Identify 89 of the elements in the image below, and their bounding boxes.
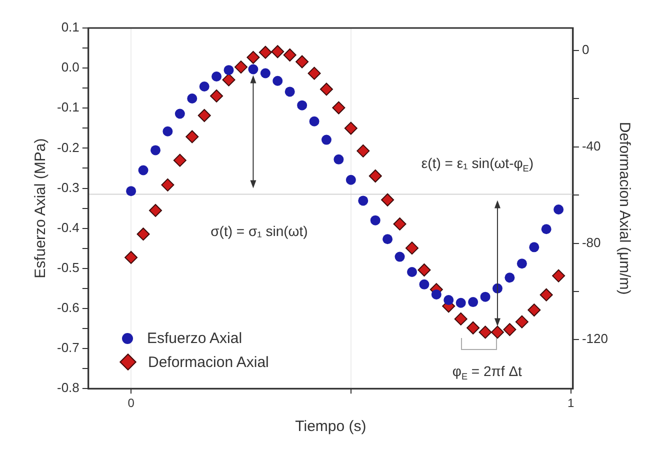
y-tick-label: -0.6 bbox=[56, 300, 80, 316]
point bbox=[174, 108, 185, 119]
point bbox=[258, 46, 272, 59]
point bbox=[210, 89, 224, 102]
point bbox=[246, 50, 260, 64]
y-axis-title: Esfuerzo Axial (MPa) bbox=[32, 138, 50, 278]
point bbox=[419, 279, 430, 290]
point bbox=[126, 186, 136, 196]
y-tick-label: -0.8 bbox=[56, 380, 80, 396]
point bbox=[124, 250, 138, 264]
point bbox=[381, 193, 394, 206]
point bbox=[454, 312, 468, 326]
point bbox=[541, 224, 552, 234]
point bbox=[552, 269, 566, 282]
point bbox=[444, 295, 454, 306]
point bbox=[516, 258, 527, 269]
point bbox=[173, 154, 186, 167]
y-tick-label: -0.5 bbox=[56, 260, 80, 275]
point bbox=[358, 196, 368, 206]
y2-axis-title: Deformacion Axial (μm/m) bbox=[616, 122, 633, 295]
point bbox=[346, 174, 356, 185]
point bbox=[540, 288, 553, 302]
legend-label: Deformacion Axial bbox=[148, 354, 269, 370]
point bbox=[368, 170, 382, 182]
point bbox=[468, 297, 478, 308]
point bbox=[186, 130, 199, 144]
y2-tick-label: 0 bbox=[582, 42, 590, 57]
point bbox=[187, 94, 198, 104]
legend-label: Esfuerzo Axial bbox=[147, 330, 242, 346]
point bbox=[162, 126, 173, 136]
point bbox=[406, 267, 417, 278]
y2-tick-label: -120 bbox=[582, 331, 608, 346]
point bbox=[136, 228, 150, 241]
point bbox=[272, 76, 283, 86]
y-tick-label: -0.4 bbox=[56, 220, 80, 235]
y2-tick-label: -80 bbox=[582, 234, 601, 250]
point bbox=[297, 100, 308, 110]
point bbox=[356, 144, 370, 158]
point bbox=[478, 326, 492, 339]
point bbox=[431, 289, 442, 300]
y2-tick-label: -40 bbox=[582, 138, 601, 154]
point bbox=[418, 264, 431, 277]
point bbox=[334, 154, 344, 164]
point bbox=[504, 272, 515, 283]
y-tick-label: -0.2 bbox=[56, 140, 80, 155]
point bbox=[394, 252, 405, 262]
point bbox=[332, 101, 346, 114]
point bbox=[405, 242, 418, 255]
point bbox=[528, 304, 541, 317]
point bbox=[150, 145, 161, 156]
x-axis-title: Tiempo (s) bbox=[295, 418, 366, 436]
point bbox=[320, 82, 333, 96]
point bbox=[224, 65, 234, 76]
point bbox=[393, 217, 406, 230]
annotation: σ(t) = σ₁ sin(ωt) bbox=[210, 223, 308, 240]
point bbox=[490, 326, 504, 339]
point bbox=[296, 55, 309, 68]
point bbox=[260, 68, 270, 78]
point bbox=[456, 298, 466, 308]
point bbox=[234, 60, 248, 74]
point bbox=[344, 122, 358, 135]
point bbox=[554, 204, 564, 214]
point bbox=[515, 315, 528, 328]
point bbox=[466, 321, 480, 334]
point bbox=[138, 165, 148, 176]
y-tick-label: -0.7 bbox=[56, 340, 80, 356]
x-tick-label: 1 bbox=[567, 396, 574, 410]
point bbox=[198, 109, 211, 122]
point bbox=[503, 323, 516, 336]
point bbox=[212, 71, 222, 82]
y-tick-label: 0.0 bbox=[61, 60, 80, 75]
y-tick-label: -0.3 bbox=[56, 180, 80, 195]
point bbox=[321, 134, 332, 145]
y-tick-label: -0.1 bbox=[56, 100, 80, 115]
point bbox=[222, 73, 236, 86]
point bbox=[529, 242, 540, 252]
point bbox=[248, 64, 258, 74]
point bbox=[309, 116, 320, 126]
y-tick-label: 0.1 bbox=[61, 20, 80, 35]
point bbox=[283, 48, 296, 62]
point bbox=[161, 178, 174, 192]
point bbox=[284, 86, 295, 97]
point bbox=[382, 234, 393, 244]
point bbox=[271, 45, 284, 58]
point bbox=[149, 204, 162, 217]
point bbox=[308, 66, 321, 80]
point bbox=[199, 82, 210, 92]
point bbox=[370, 215, 380, 226]
point bbox=[480, 292, 490, 302]
